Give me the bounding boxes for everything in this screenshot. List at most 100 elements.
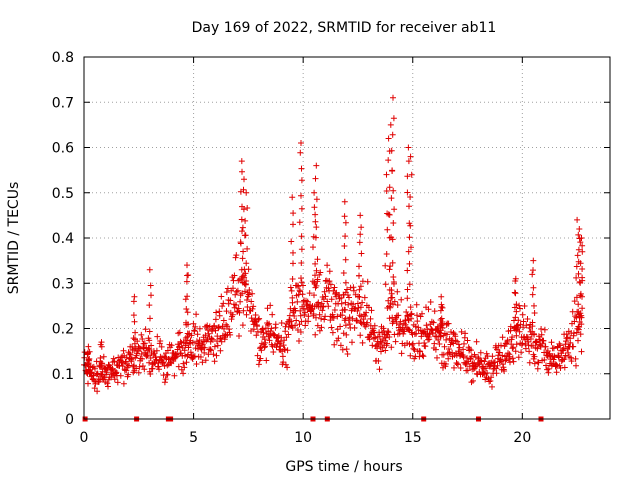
- data-point: [357, 304, 364, 311]
- data-point: [337, 323, 344, 330]
- data-point: [406, 203, 412, 210]
- data-point: [419, 310, 425, 317]
- data-point: [383, 188, 390, 194]
- data-point: [188, 332, 195, 339]
- data-point: [295, 283, 302, 290]
- data-point: [534, 345, 541, 352]
- data-point: [240, 248, 247, 255]
- data-point: [339, 346, 346, 353]
- data-point: [507, 359, 513, 366]
- data-point: [365, 304, 372, 311]
- data-point: [503, 340, 510, 347]
- data-point: [298, 165, 305, 172]
- data-point: [85, 380, 91, 387]
- data-point: [511, 289, 518, 296]
- data-point: [233, 302, 239, 308]
- data-point: [161, 379, 168, 386]
- grid-layer: [84, 57, 610, 419]
- data-point: [117, 372, 124, 379]
- data-point: [196, 325, 203, 332]
- data-point: [236, 333, 242, 339]
- data-point: [242, 281, 249, 288]
- data-point: [279, 353, 286, 360]
- data-point: [94, 370, 101, 377]
- data-point: [148, 342, 155, 349]
- data-point: [364, 319, 371, 326]
- data-point: [324, 262, 331, 269]
- data-point: [568, 358, 575, 365]
- data-point: [367, 315, 374, 322]
- data-point: [506, 353, 513, 360]
- data-point: [530, 330, 537, 337]
- data-point: [397, 318, 404, 325]
- data-point: [578, 348, 585, 355]
- data-point: [316, 327, 323, 334]
- data-point: [162, 376, 169, 383]
- data-point: [341, 213, 348, 220]
- data-point: [342, 322, 349, 329]
- data-point: [553, 361, 560, 368]
- data-point: [530, 284, 537, 291]
- data-point: [190, 320, 197, 327]
- data-point: [298, 275, 304, 282]
- data-point: [513, 332, 520, 339]
- data-point: [342, 256, 349, 263]
- data-point: [135, 369, 142, 376]
- data-point: [223, 308, 230, 315]
- data-point: [232, 291, 239, 298]
- data-point: [310, 233, 317, 240]
- data-point: [264, 321, 271, 328]
- data-point: [356, 263, 362, 270]
- data-point: [561, 356, 568, 363]
- data-point: [343, 346, 350, 353]
- data-point: [378, 348, 384, 355]
- data-point: [262, 325, 269, 332]
- data-point: [354, 308, 361, 314]
- data-point: [324, 298, 331, 305]
- data-point: [120, 380, 127, 387]
- data-point: [346, 294, 352, 301]
- data-point: [312, 331, 319, 338]
- y-tick-label: 0.8: [52, 50, 74, 66]
- data-point: [184, 309, 191, 316]
- data-point: [384, 340, 391, 347]
- data-point: [111, 376, 118, 383]
- data-point: [321, 288, 328, 295]
- data-point: [211, 358, 218, 365]
- data-point: [185, 344, 192, 351]
- data-point: [387, 121, 394, 128]
- data-point: [357, 332, 364, 339]
- data-point: [241, 176, 247, 183]
- data-point: [417, 313, 424, 320]
- data-point: [489, 383, 495, 390]
- data-point: [285, 324, 292, 330]
- data-point: [543, 362, 549, 369]
- data-point: [578, 235, 585, 241]
- data-point: [114, 379, 121, 386]
- data-point: [89, 364, 96, 371]
- data-point: [292, 322, 299, 329]
- data-point: [341, 198, 348, 205]
- data-point: [239, 322, 246, 329]
- data-point: [184, 333, 191, 340]
- data-point: [175, 363, 182, 370]
- data-point: [481, 358, 488, 365]
- data-point: [311, 204, 318, 211]
- data-point: [440, 351, 447, 358]
- data-point: [278, 320, 285, 326]
- data-point: [207, 346, 214, 353]
- data-point: [545, 365, 552, 372]
- data-point: [202, 332, 209, 339]
- data-point: [183, 319, 189, 326]
- data-point: [443, 336, 450, 343]
- data-point: [290, 249, 296, 256]
- data-point: [227, 297, 234, 304]
- data-point: [432, 346, 439, 353]
- data-point: [575, 337, 581, 344]
- data-point: [392, 338, 399, 345]
- data-point: [404, 312, 411, 319]
- data-point: [394, 302, 401, 308]
- data-point: [257, 355, 264, 362]
- data-point: [512, 278, 519, 284]
- data-point: [470, 377, 476, 384]
